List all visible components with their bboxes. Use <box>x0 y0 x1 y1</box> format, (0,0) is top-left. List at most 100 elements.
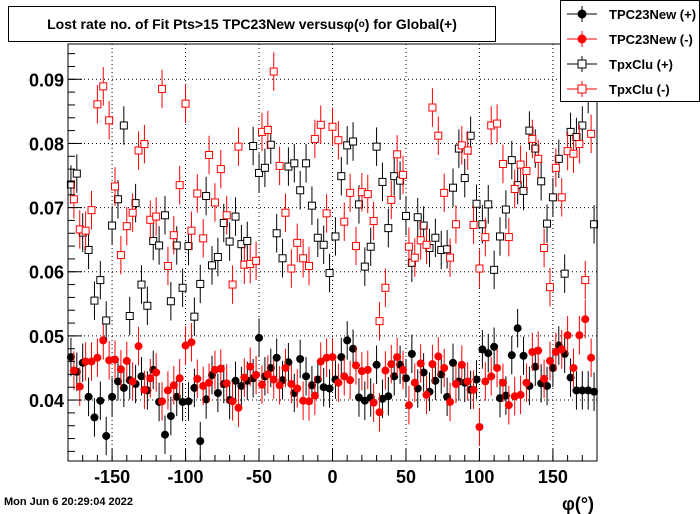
data-point <box>299 254 308 263</box>
data-point <box>381 366 390 375</box>
data-point <box>431 376 440 385</box>
data-point <box>193 189 202 198</box>
data-point <box>510 184 519 193</box>
data-point <box>516 390 525 399</box>
data-point <box>384 392 393 401</box>
data-point <box>337 353 346 362</box>
data-point <box>225 237 234 246</box>
data-point <box>493 363 502 372</box>
data-point <box>422 390 431 399</box>
data-point <box>172 241 181 250</box>
data-point <box>393 353 402 362</box>
data-point <box>481 233 490 242</box>
data-point <box>66 180 75 189</box>
data-point <box>401 211 410 220</box>
data-point <box>366 242 375 251</box>
data-point <box>466 131 475 140</box>
data-point <box>451 380 460 389</box>
data-point <box>557 193 566 202</box>
data-point <box>140 385 149 394</box>
data-point <box>69 195 78 204</box>
data-point <box>352 242 361 251</box>
data-point <box>87 357 96 366</box>
data-point <box>269 375 278 384</box>
data-point <box>163 261 172 270</box>
data-point <box>490 265 499 274</box>
data-point <box>281 363 290 372</box>
data-point <box>545 356 554 365</box>
data-point <box>263 125 272 134</box>
data-point <box>507 351 516 360</box>
data-point <box>343 336 352 345</box>
data-point <box>96 396 105 405</box>
data-point <box>102 431 111 440</box>
data-point <box>322 209 331 218</box>
y-tick-label: 0.05 <box>29 327 64 347</box>
data-point <box>84 392 93 401</box>
data-point <box>519 186 528 195</box>
data-point <box>451 220 460 229</box>
data-point <box>169 381 178 390</box>
data-point <box>590 220 599 229</box>
data-point <box>202 192 211 201</box>
open-square-marker-icon <box>567 81 597 97</box>
data-point <box>269 67 278 76</box>
data-point <box>155 241 164 250</box>
data-point <box>437 370 446 379</box>
data-point <box>255 168 264 177</box>
data-point <box>240 373 249 382</box>
data-point <box>428 103 437 112</box>
data-point <box>493 119 502 128</box>
data-point <box>252 371 261 380</box>
data-point <box>575 331 584 340</box>
data-point <box>513 324 522 333</box>
data-point <box>587 129 596 138</box>
data-point <box>249 142 258 151</box>
data-point <box>137 372 146 381</box>
data-point <box>143 301 152 310</box>
data-point <box>222 379 231 388</box>
data-point <box>158 84 167 93</box>
data-point <box>99 82 108 91</box>
data-point <box>548 193 557 202</box>
axes: -150 -100 -50 0 50 100 150 0.04 0.05 0.06 0.07 0.08… <box>29 53 598 487</box>
data-point <box>175 374 184 383</box>
data-point <box>354 393 363 402</box>
data-point <box>428 360 437 369</box>
data-point <box>375 317 384 326</box>
data-point <box>228 280 237 289</box>
data-point <box>545 283 554 292</box>
x-tick-label: -50 <box>246 467 272 487</box>
data-point <box>519 351 528 360</box>
data-point <box>387 195 396 204</box>
data-point <box>484 200 493 209</box>
data-point <box>381 283 390 292</box>
data-point <box>166 297 175 306</box>
data-point <box>390 172 399 181</box>
data-point <box>319 240 328 249</box>
x-tick-label: -150 <box>94 467 130 487</box>
data-point <box>272 229 281 238</box>
data-point <box>443 245 452 254</box>
data-point <box>387 360 396 369</box>
data-point <box>475 264 484 273</box>
data-point <box>543 219 552 228</box>
data-point <box>116 365 125 374</box>
data-point <box>310 391 319 400</box>
data-point <box>137 280 146 289</box>
data-point <box>569 149 578 158</box>
data-point <box>369 398 378 407</box>
data-point <box>316 357 325 366</box>
data-point <box>275 161 284 170</box>
data-point <box>102 316 111 325</box>
data-point <box>504 401 513 410</box>
data-point <box>375 408 384 417</box>
data-point <box>354 200 363 209</box>
chart-title-prefix: Lost rate no. of Fit Pts>15 TPC23New ver… <box>47 16 344 32</box>
data-point <box>181 99 190 108</box>
legend-item-tpc23new-minus: TPC23New (-) <box>561 27 699 51</box>
data-point <box>66 353 75 362</box>
data-point <box>410 253 419 262</box>
data-point <box>460 174 469 183</box>
data-point <box>272 353 281 362</box>
